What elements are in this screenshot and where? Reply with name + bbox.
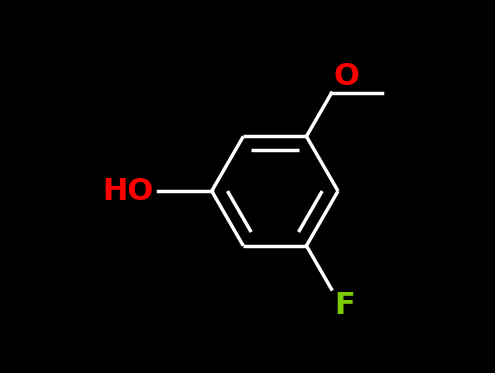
- Text: F: F: [334, 291, 354, 320]
- Text: HO: HO: [103, 176, 154, 206]
- Text: O: O: [334, 62, 360, 91]
